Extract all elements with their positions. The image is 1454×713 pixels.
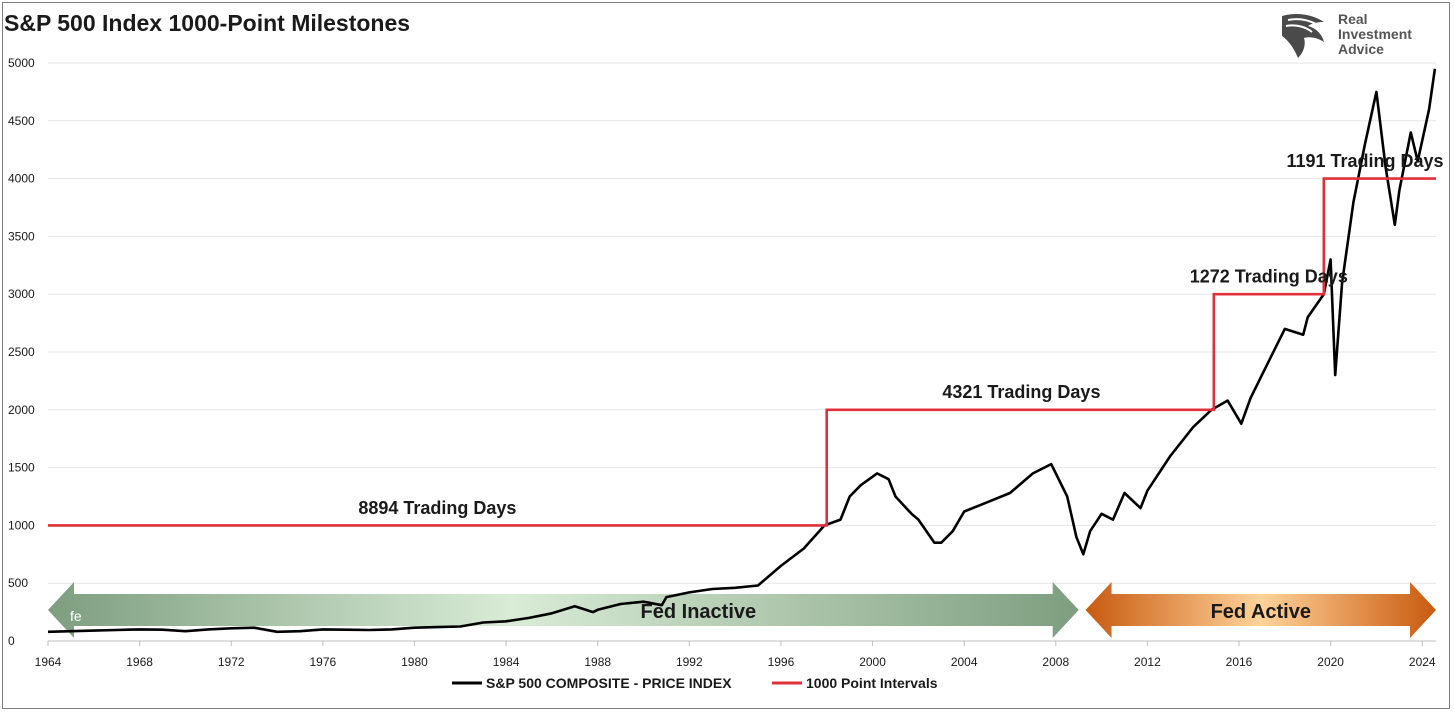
x-tick-label: 1976 — [309, 655, 336, 669]
y-tick-label: 2500 — [8, 345, 35, 359]
y-axis-ticks: 0 500 1000 1500 2000 2500 3000 3500 4000 4500 5000 — [8, 56, 35, 648]
annotation-label: 4321 Trading Days — [942, 382, 1100, 402]
x-tick-label: 2008 — [1042, 655, 1069, 669]
series-sp500-line — [47, 68, 1437, 634]
y-tick-label: 4000 — [8, 172, 35, 186]
x-tick-label: 1992 — [676, 655, 703, 669]
chart-title: S&P 500 Index 1000-Point Milestones — [4, 10, 411, 36]
y-tick-label: 5000 — [8, 56, 35, 70]
x-tick-label: 1972 — [218, 655, 245, 669]
y-tick-label: 0 — [8, 634, 15, 648]
gridlines — [48, 62, 1436, 642]
x-tick-label: 1988 — [584, 655, 611, 669]
y-tick-label: 3000 — [8, 287, 35, 301]
x-tick-label: 2016 — [1226, 655, 1253, 669]
x-tick-label: 1984 — [493, 655, 520, 669]
legend: S&P 500 COMPOSITE - PRICE INDEX 1000 Poin… — [452, 675, 938, 691]
series-intervals-line — [48, 177, 1436, 527]
fed-inactive-label: Fed Inactive — [641, 601, 757, 623]
x-axis-ticks: 1964 1968 1972 1976 1980 1984 1988 1992 1996 2000… — [35, 641, 1436, 669]
y-tick-label: 2000 — [8, 403, 35, 417]
x-tick-label: 2000 — [859, 655, 886, 669]
logo-line-2: Investment — [1338, 26, 1412, 42]
legend-label: 1000 Point Intervals — [806, 675, 938, 691]
x-tick-label: 2004 — [951, 655, 978, 669]
x-tick-label: 2012 — [1134, 655, 1161, 669]
fed-regions: Fed Inactive Fed Active fe — [48, 582, 1436, 638]
annotation-label: 1191 Trading Days — [1286, 151, 1443, 171]
annotation-label: 8894 Trading Days — [358, 498, 516, 518]
y-tick-label: 3500 — [8, 229, 35, 243]
x-tick-label: 2020 — [1317, 655, 1344, 669]
annotation-label: 1272 Trading Days — [1190, 267, 1348, 287]
series-lines — [47, 68, 1437, 634]
logo-line-1: Real — [1338, 11, 1368, 27]
legend-label: S&P 500 COMPOSITE - PRICE INDEX — [486, 675, 732, 691]
fed-active-label: Fed Active — [1211, 601, 1311, 623]
x-tick-label: 1980 — [401, 655, 428, 669]
fed-active-arrow — [1085, 582, 1436, 638]
annotations: 8894 Trading Days 4321 Trading Days 1272 T… — [358, 151, 1443, 518]
logo-line-3: Advice — [1338, 41, 1384, 57]
y-tick-label: 4500 — [8, 114, 35, 128]
x-tick-label: 2024 — [1409, 655, 1436, 669]
stray-label: fe — [70, 608, 82, 624]
y-tick-label: 500 — [8, 576, 28, 590]
x-tick-label: 1968 — [126, 655, 153, 669]
y-tick-label: 1000 — [8, 518, 35, 532]
logo-text: Real Investment Advice — [1338, 12, 1412, 57]
x-tick-label: 1964 — [35, 655, 62, 669]
logo-icon — [1282, 14, 1324, 58]
x-tick-label: 1996 — [768, 655, 795, 669]
y-tick-label: 1500 — [8, 461, 35, 475]
